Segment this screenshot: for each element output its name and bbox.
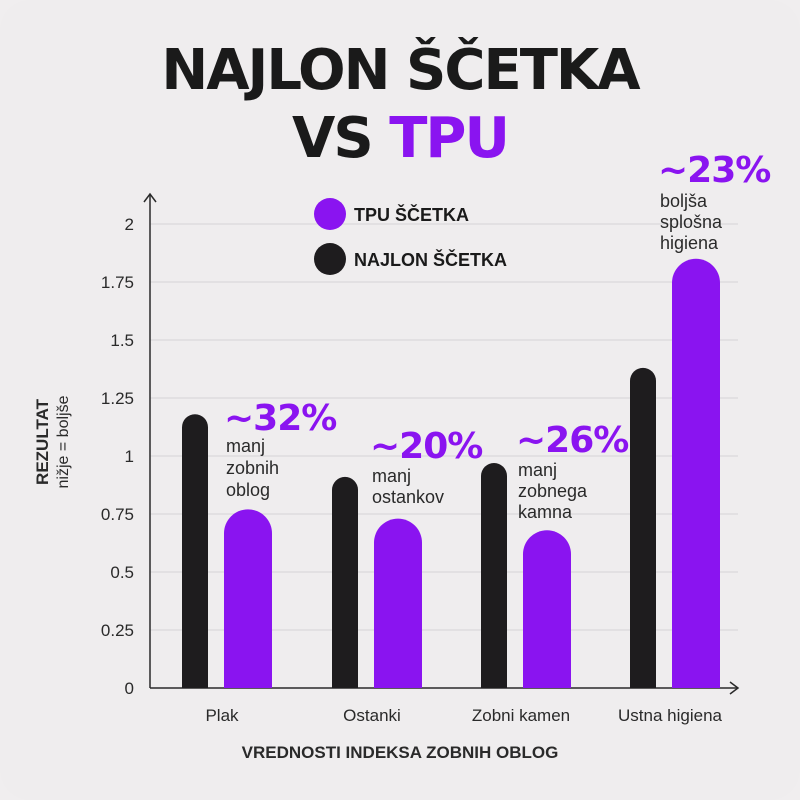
legend-label: TPU ŠČETKA (354, 204, 469, 225)
y-axis-title: REZULTAT (33, 398, 52, 485)
x-tick-label: Ustna higiena (618, 706, 723, 725)
bar-tpu (523, 530, 571, 688)
title-line-2: VS TPU (0, 106, 800, 171)
x-tick-label: Plak (205, 706, 239, 725)
x-axis-arrow (729, 681, 740, 695)
y-tick-label: 0.75 (101, 505, 134, 524)
annotation-text: manj (226, 436, 265, 456)
y-axis-subtitle: nižje = boljše (55, 395, 72, 488)
title-tpu: TPU (389, 106, 510, 171)
y-tick-label: 0.25 (101, 621, 134, 640)
bar-nylon (332, 476, 358, 688)
annotation-text: zobnih (226, 458, 279, 478)
legend-swatch (314, 198, 346, 230)
bar-nylon-base (481, 675, 507, 688)
y-tick-label: 1.25 (101, 389, 134, 408)
bar-tpu-base (224, 664, 272, 688)
bar-nylon (630, 367, 656, 688)
title-vs: VS (292, 106, 390, 171)
y-axis-arrow (143, 192, 157, 203)
bar-tpu (224, 509, 272, 688)
bar-nylon-base (630, 675, 656, 688)
y-tick-label: 0 (125, 679, 134, 698)
bar-tpu-base (672, 664, 720, 688)
y-tick-label: 1.5 (110, 331, 134, 350)
annotation-text: boljša (660, 191, 708, 211)
bar-tpu (672, 258, 720, 688)
annotation-value: ~32% (224, 398, 336, 439)
annotation-value: ~20% (370, 426, 482, 467)
annotation-text: ostankov (372, 487, 444, 507)
bar-tpu-base (374, 664, 422, 688)
annotation-value: ~26% (516, 420, 628, 461)
bar-nylon-base (182, 675, 208, 688)
title-line-1: NAJLON ŠČETKA (161, 38, 640, 103)
annotation-text: manj (372, 466, 411, 486)
bar-tpu (374, 518, 422, 688)
y-tick-label: 0.5 (110, 563, 134, 582)
annotation-text: oblog (226, 480, 270, 500)
annotation-value: ~23% (658, 150, 770, 191)
annotation-text: splošna (660, 212, 723, 232)
x-tick-label: Ostanki (343, 706, 401, 725)
y-tick-label: 1 (125, 447, 134, 466)
bar-nylon (481, 462, 507, 688)
y-tick-label: 1.75 (101, 273, 134, 292)
annotation-text: zobnega (518, 481, 588, 501)
annotation-text: manj (518, 460, 557, 480)
legend-swatch (314, 243, 346, 275)
x-tick-label: Zobni kamen (472, 706, 570, 725)
annotation-text: kamna (518, 502, 573, 522)
bar-nylon-base (332, 675, 358, 688)
bar-tpu-base (523, 664, 571, 688)
x-axis-title: VREDNOSTI INDEKSA ZOBNIH OBLOG (242, 743, 559, 762)
legend-label: NAJLON ŠČETKA (354, 249, 507, 270)
y-axis-title-group: REZULTAT nižje = boljše (33, 395, 72, 488)
y-tick-label: 2 (125, 215, 134, 234)
bar-nylon (182, 414, 208, 688)
annotation-text: higiena (660, 233, 719, 253)
